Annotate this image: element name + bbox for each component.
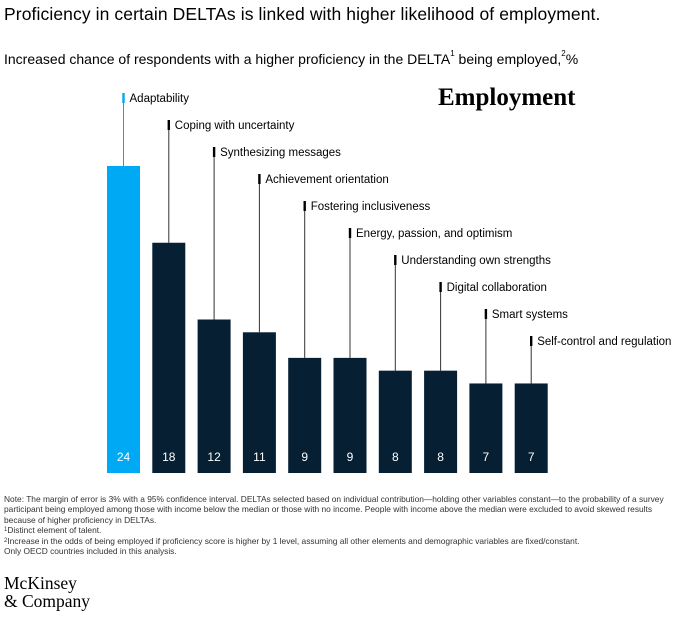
chart-title: Proficiency in certain DELTAs is linked … bbox=[4, 4, 601, 24]
footnote-1-marker: 1 bbox=[4, 527, 8, 534]
value-label: 24 bbox=[117, 450, 131, 464]
bar bbox=[152, 242, 186, 473]
label-tick bbox=[348, 228, 352, 238]
bar bbox=[288, 357, 322, 473]
value-label: 7 bbox=[483, 450, 490, 464]
bar bbox=[514, 383, 548, 473]
subtitle-tail: being employed, bbox=[454, 51, 562, 67]
label-tick bbox=[530, 336, 533, 346]
value-label: 11 bbox=[253, 450, 266, 464]
label-tick bbox=[122, 93, 125, 103]
value-label: 12 bbox=[207, 450, 221, 464]
subtitle-text: Increased chance of respondents with a h… bbox=[4, 51, 451, 67]
category-label: Adaptability bbox=[130, 93, 190, 105]
footnote-2-marker: 2 bbox=[4, 537, 8, 544]
value-label: 9 bbox=[301, 450, 308, 464]
label-tick bbox=[212, 147, 216, 157]
category-label: Synthesizing messages bbox=[220, 147, 341, 159]
note-text: Note: The margin of error is 3% with a 9… bbox=[4, 494, 664, 525]
label-tick bbox=[394, 255, 397, 265]
category-label: Digital collaboration bbox=[447, 282, 547, 294]
subtitle-footnote-marker-2: 2 bbox=[561, 49, 566, 58]
chart-subtitle: Increased chance of respondents with a h… bbox=[4, 49, 579, 67]
footnote-2: 2Increase in the odds of being employed … bbox=[4, 536, 674, 546]
value-label: 18 bbox=[162, 450, 176, 464]
bar bbox=[197, 319, 231, 473]
bar bbox=[378, 370, 412, 473]
category-label: Understanding own strengths bbox=[401, 255, 551, 267]
subtitle-unit: % bbox=[565, 51, 579, 67]
label-tick bbox=[439, 282, 442, 292]
bar bbox=[242, 332, 276, 473]
logo-line-2: & Company bbox=[4, 591, 91, 611]
bar bbox=[333, 357, 367, 473]
mckinsey-logo: McKinsey & Company bbox=[4, 574, 90, 610]
value-label: 8 bbox=[392, 450, 399, 464]
footnote-2-text: Increase in the odds of being employed i… bbox=[7, 535, 580, 546]
label-tick bbox=[258, 174, 261, 184]
panel-label: Employment bbox=[438, 84, 576, 111]
label-tick bbox=[303, 201, 306, 211]
bar-chart: Adaptability 24 Coping with uncertainty 18 S… bbox=[107, 93, 671, 473]
label-tick bbox=[484, 309, 488, 319]
bar bbox=[424, 370, 458, 473]
value-label: 7 bbox=[528, 450, 535, 464]
category-label: Fostering inclusiveness bbox=[311, 201, 431, 213]
bar bbox=[107, 166, 140, 473]
logo-line-1: McKinsey bbox=[4, 573, 77, 593]
footnote-1-text: Distinct element of talent. bbox=[7, 525, 102, 536]
footnote-1: 1Distinct element of talent. bbox=[4, 525, 674, 535]
subtitle-footnote-marker-1: 1 bbox=[450, 49, 455, 58]
label-tick bbox=[167, 120, 170, 130]
chart-notes: Note: The margin of error is 3% with a 9… bbox=[4, 494, 674, 556]
category-label: Smart systems bbox=[492, 309, 568, 321]
category-label: Coping with uncertainty bbox=[175, 120, 295, 132]
footnote-2-continued: Only OECD countries included in this ana… bbox=[4, 546, 177, 557]
value-label: 9 bbox=[347, 450, 354, 464]
category-label: Energy, passion, and optimism bbox=[356, 228, 512, 240]
category-label: Self-control and regulation bbox=[537, 336, 671, 348]
category-label: Achievement orientation bbox=[265, 174, 388, 186]
bar bbox=[469, 383, 503, 473]
value-label: 8 bbox=[437, 450, 444, 464]
